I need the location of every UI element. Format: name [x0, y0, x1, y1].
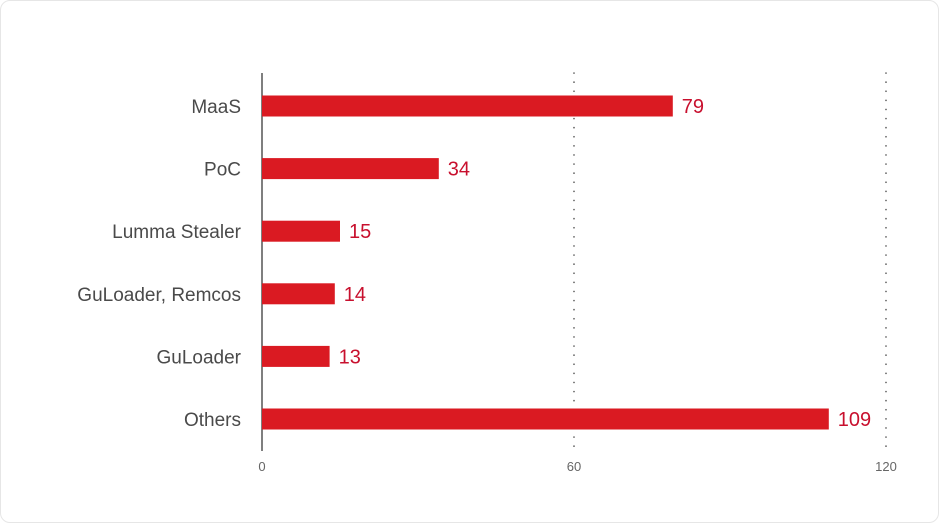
category-label-0: MaaS	[191, 97, 241, 118]
x-tick-label-60: 60	[567, 459, 581, 474]
bar-4	[262, 345, 330, 367]
category-label-3: GuLoader, Remcos	[77, 285, 241, 306]
value-label-2: 15	[349, 221, 371, 243]
category-label-4: GuLoader	[156, 347, 241, 368]
value-label-5: 109	[838, 409, 871, 431]
bar-0	[262, 95, 673, 117]
bar-1	[262, 158, 439, 180]
category-label-1: PoC	[204, 160, 241, 181]
category-label-5: Others	[184, 410, 241, 431]
x-tick-label-120: 120	[875, 459, 897, 474]
category-label-2: Lumma Stealer	[112, 222, 242, 243]
bar-2	[262, 220, 340, 242]
x-tick-label-0: 0	[258, 459, 265, 474]
bar-3	[262, 283, 335, 305]
value-label-3: 14	[344, 284, 366, 306]
value-label-0: 79	[682, 96, 704, 118]
bar-5	[262, 408, 829, 430]
value-label-1: 34	[448, 159, 470, 181]
value-label-4: 13	[339, 346, 361, 368]
